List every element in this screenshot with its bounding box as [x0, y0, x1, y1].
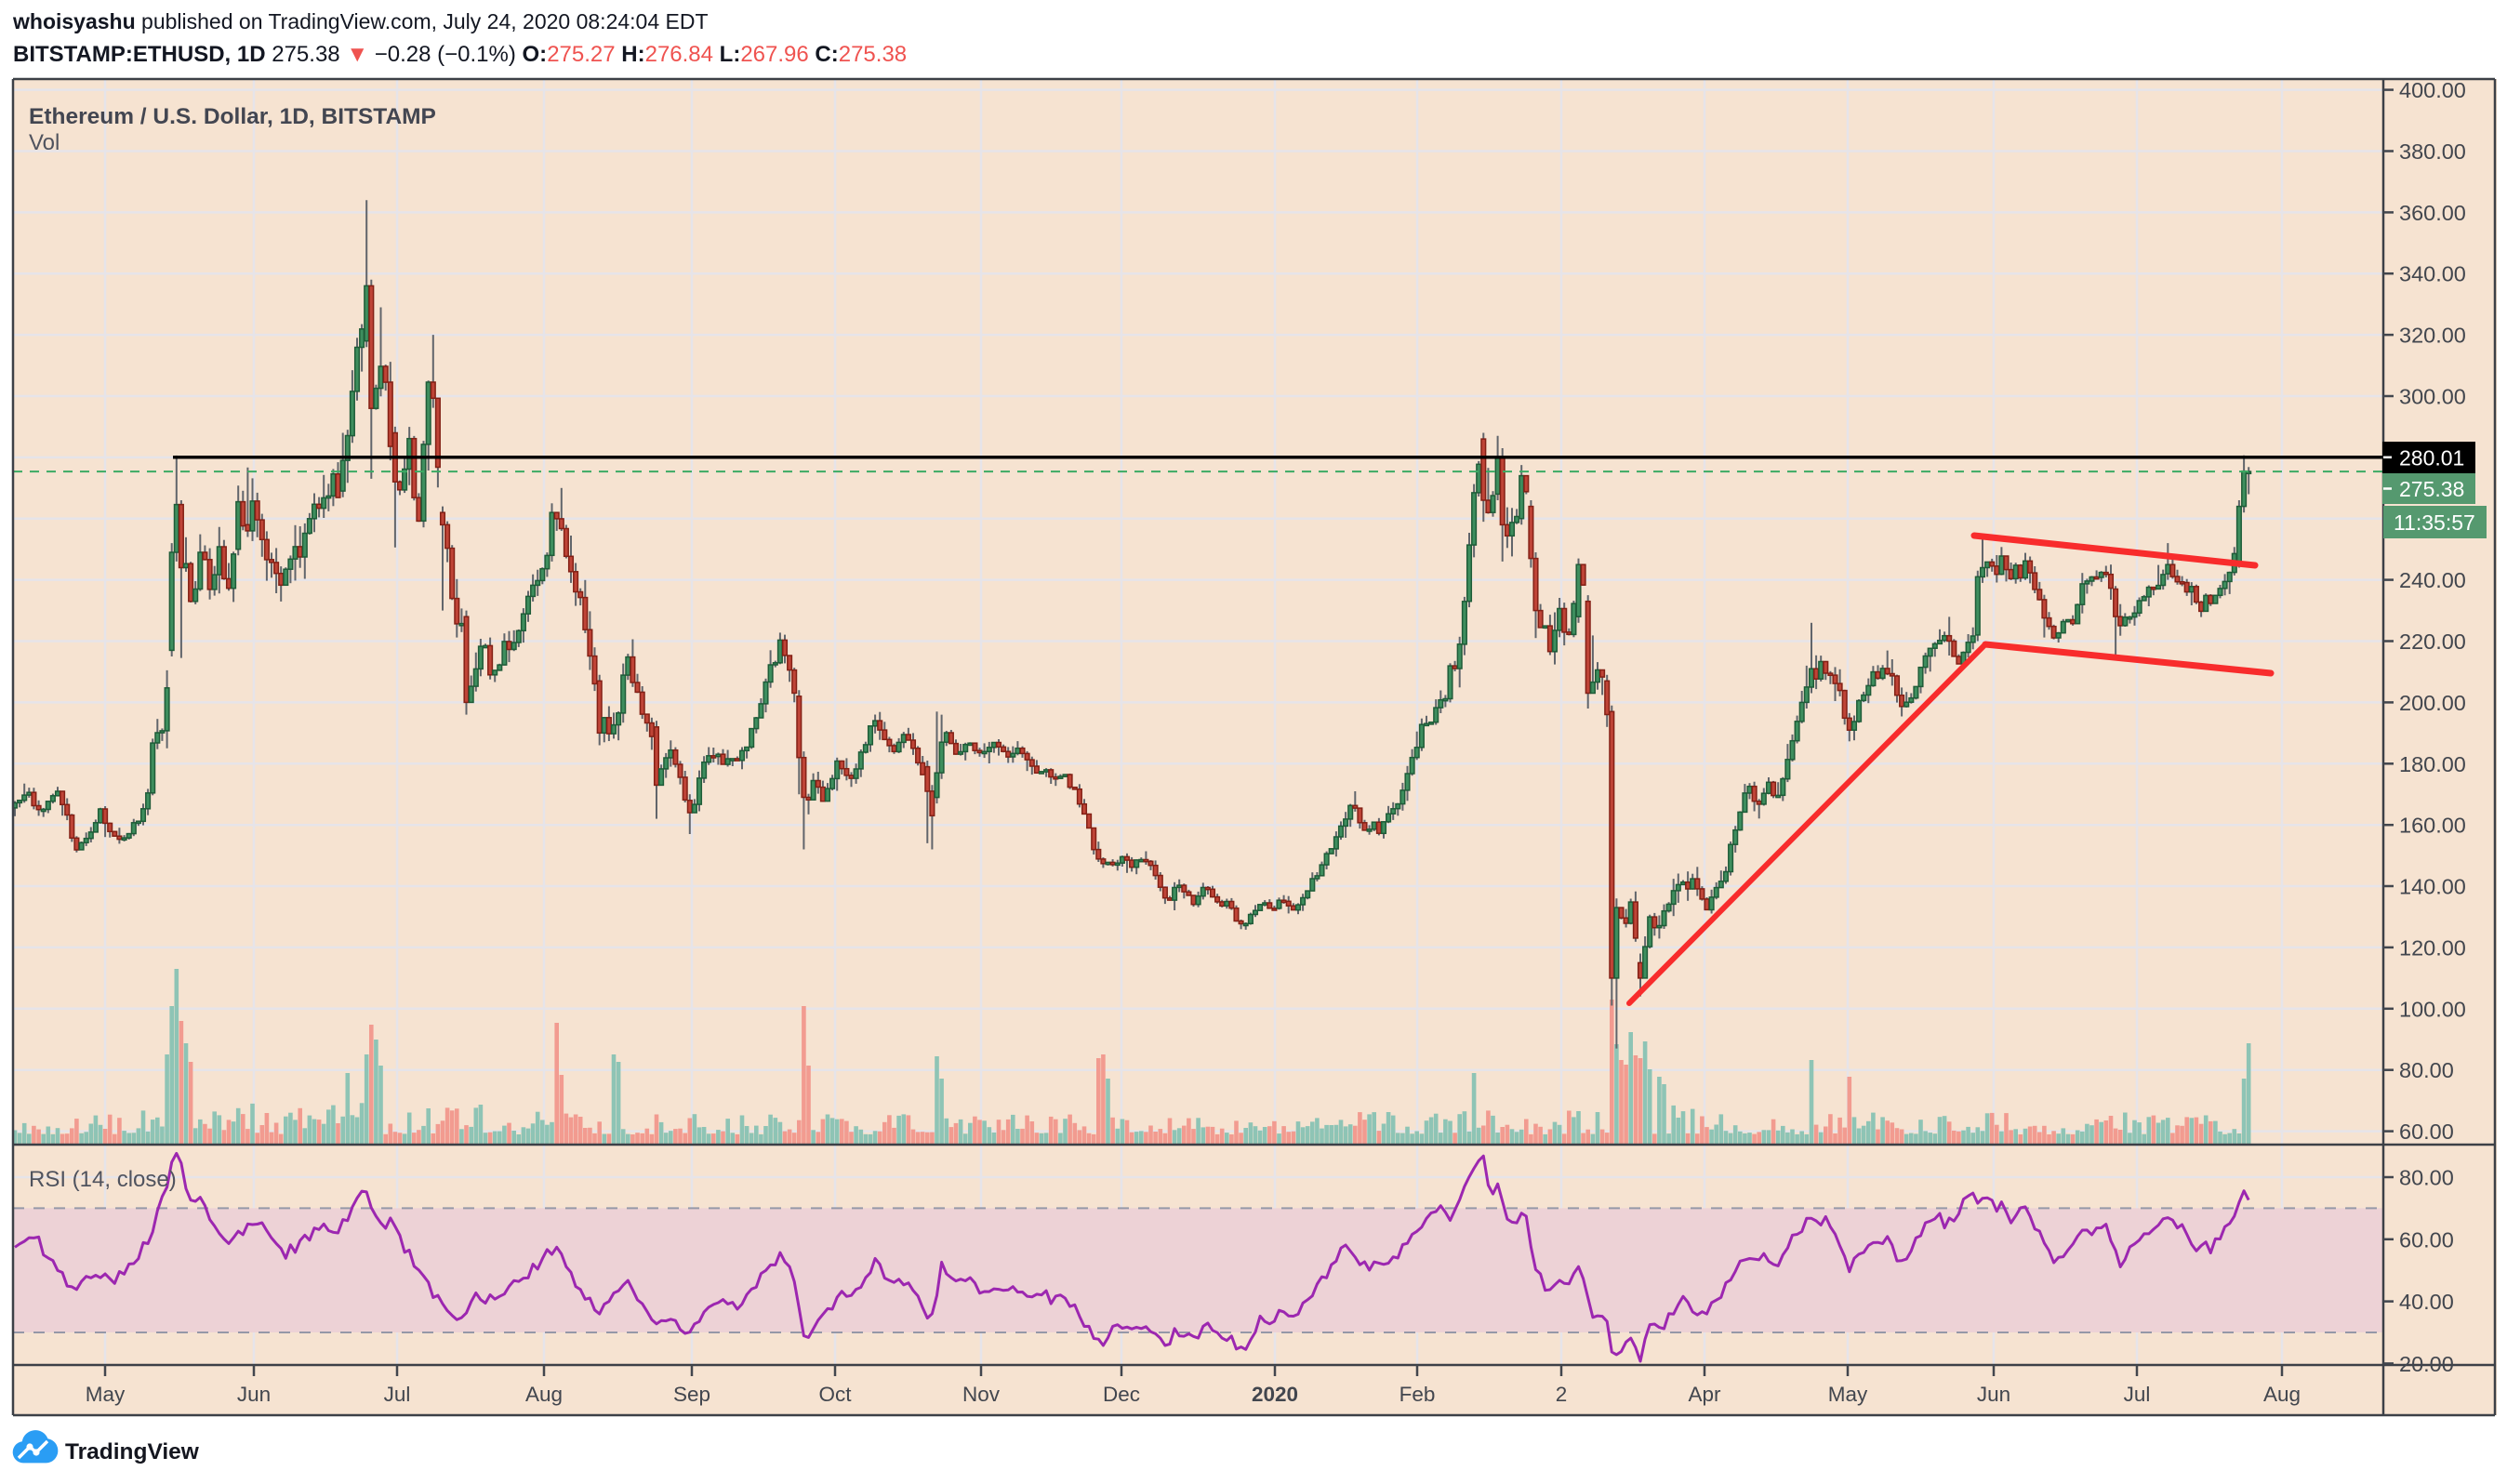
svg-text:May: May	[1828, 1383, 1868, 1406]
svg-text:Sep: Sep	[673, 1383, 710, 1406]
svg-text:40.00: 40.00	[2399, 1290, 2454, 1314]
svg-text:140.00: 140.00	[2399, 875, 2466, 899]
svg-text:60.00: 60.00	[2399, 1120, 2454, 1144]
svg-text:275.38: 275.38	[2399, 477, 2464, 501]
svg-text:RSI (14, close): RSI (14, close)	[29, 1167, 177, 1192]
svg-text:2020: 2020	[1252, 1383, 1298, 1406]
svg-text:11:35:57: 11:35:57	[2394, 510, 2475, 535]
svg-text:360.00: 360.00	[2399, 201, 2466, 225]
svg-text:20.00: 20.00	[2399, 1352, 2454, 1376]
svg-text:TradingView: TradingView	[65, 1439, 200, 1464]
svg-text:Vol: Vol	[29, 130, 60, 155]
svg-text:Jun: Jun	[1977, 1383, 2010, 1406]
svg-text:80.00: 80.00	[2399, 1166, 2454, 1190]
svg-text:Dec: Dec	[1103, 1383, 1140, 1406]
svg-text:300.00: 300.00	[2399, 385, 2466, 409]
svg-text:320.00: 320.00	[2399, 324, 2466, 348]
svg-text:200.00: 200.00	[2399, 691, 2466, 715]
svg-text:Aug: Aug	[2263, 1383, 2301, 1406]
svg-text:Aug: Aug	[525, 1383, 563, 1406]
svg-text:Feb: Feb	[1399, 1383, 1436, 1406]
svg-text:380.00: 380.00	[2399, 139, 2466, 164]
svg-text:2: 2	[1556, 1383, 1568, 1406]
svg-text:Ethereum / U.S. Dollar, 1D, BI: Ethereum / U.S. Dollar, 1D, BITSTAMP	[29, 104, 436, 129]
svg-text:60.00: 60.00	[2399, 1227, 2454, 1252]
svg-text:Oct: Oct	[818, 1383, 852, 1406]
svg-text:Nov: Nov	[962, 1383, 1001, 1406]
svg-text:220.00: 220.00	[2399, 629, 2466, 654]
svg-text:340.00: 340.00	[2399, 262, 2466, 286]
svg-text:180.00: 180.00	[2399, 752, 2466, 776]
svg-text:BITSTAMP:ETHUSD, 1D 275.38 ▼: BITSTAMP:ETHUSD, 1D 275.38 ▼ −0.28 (−0.1…	[13, 42, 907, 67]
svg-text:Jul: Jul	[2124, 1383, 2151, 1406]
svg-text:120.00: 120.00	[2399, 935, 2466, 960]
svg-text:Apr: Apr	[1688, 1383, 1721, 1406]
svg-text:400.00: 400.00	[2399, 78, 2466, 102]
svg-text:Jul: Jul	[384, 1383, 411, 1406]
svg-text:160.00: 160.00	[2399, 814, 2466, 838]
svg-text:80.00: 80.00	[2399, 1058, 2454, 1082]
svg-text:280.01: 280.01	[2399, 445, 2464, 470]
svg-text:whoisyashu published on Tradin: whoisyashu published on TradingView.com,…	[12, 9, 709, 33]
svg-text:100.00: 100.00	[2399, 997, 2466, 1021]
svg-text:Jun: Jun	[237, 1383, 271, 1406]
svg-text:May: May	[86, 1383, 126, 1406]
svg-text:240.00: 240.00	[2399, 568, 2466, 592]
